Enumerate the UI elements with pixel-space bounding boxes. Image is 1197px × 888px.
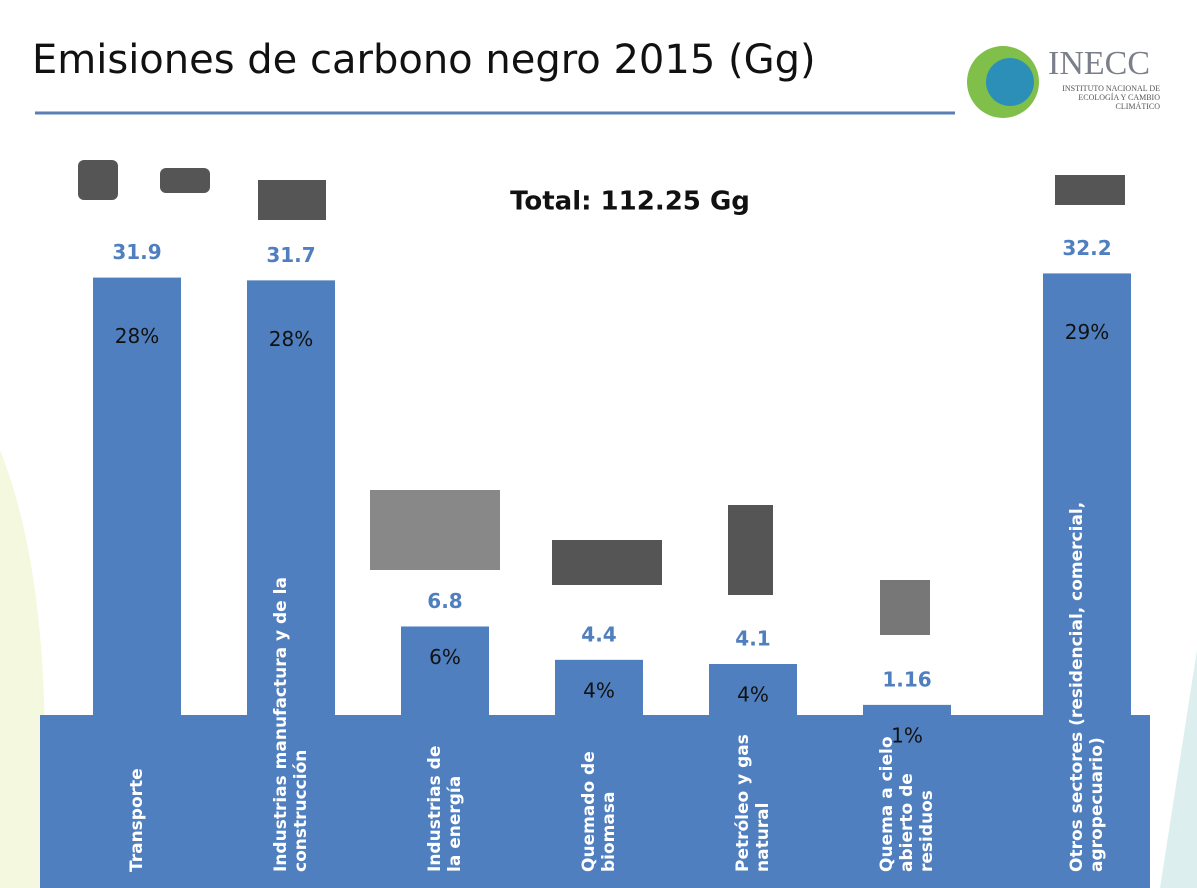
- value-label: 6.8: [427, 589, 462, 613]
- category-label: Petróleo y gas natural: [733, 734, 773, 872]
- decor: [1160, 650, 1197, 888]
- category-label: Industrias manufactura y de la construcc…: [271, 577, 311, 872]
- category-label: Industrias de la energía: [425, 745, 465, 872]
- bar: [1043, 273, 1131, 888]
- total-label: Total: 112.25 Gg: [510, 187, 750, 217]
- logo-mark: [986, 58, 1034, 106]
- logo-subtitle-box: Instituto Nacional de Ecología y Cambio …: [1062, 84, 1160, 111]
- bar: [709, 664, 797, 888]
- value-label: 1.16: [882, 667, 931, 691]
- decor: [0, 450, 45, 888]
- category-label: Quemado de biomasa: [579, 751, 619, 872]
- bar: [247, 280, 335, 888]
- chart-title: Emisiones de carbono negro 2015 (Gg): [32, 37, 816, 83]
- bar: [93, 277, 181, 888]
- category-label: Otros sectores (residencial, comercial, …: [1067, 501, 1107, 872]
- percent-label: 6%: [429, 645, 461, 669]
- category-label: Quema a cielo abierto de residuos: [877, 736, 937, 872]
- value-label: 32.2: [1062, 236, 1111, 260]
- percent-label: 29%: [1065, 320, 1109, 344]
- percent-label: 4%: [737, 683, 769, 707]
- category-label: Transporte: [127, 768, 147, 872]
- percent-label: 28%: [269, 327, 313, 351]
- value-label: 4.4: [581, 622, 616, 646]
- bar: [401, 626, 489, 888]
- bar: [863, 704, 951, 888]
- percent-label: 28%: [115, 324, 159, 348]
- logo-subtitle: Instituto Nacional de Ecología y Cambio …: [1062, 84, 1160, 111]
- icons: [78, 160, 1125, 635]
- percent-label: 1%: [891, 723, 923, 747]
- bar: [555, 659, 643, 888]
- value-label: 4.1: [735, 627, 770, 651]
- value-label: 31.7: [266, 243, 315, 267]
- logo-name: INECC: [1048, 45, 1150, 82]
- percent-label: 4%: [583, 678, 615, 702]
- value-label: 31.9: [112, 240, 161, 264]
